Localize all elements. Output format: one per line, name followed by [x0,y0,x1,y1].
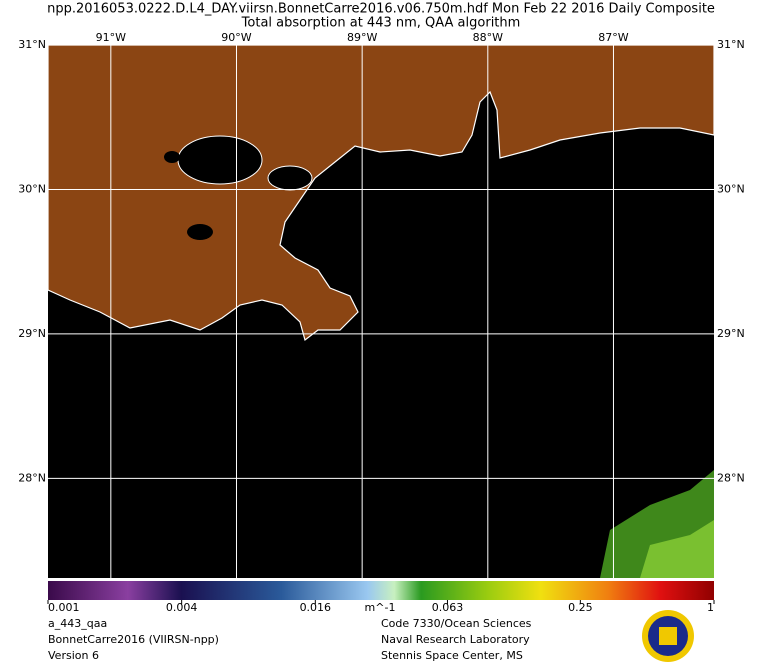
colorbar-tick-label: 1 [707,601,714,614]
header-line1: npp.2016053.0222.D.L4_DAY.viirsn.BonnetC… [47,2,715,17]
logo-shield [659,627,677,645]
graticule [48,44,714,578]
lat-label-left: 29°N [18,327,46,340]
land [47,44,715,342]
colorbar-tick-label: 0.063 [432,601,464,614]
bloom [640,520,714,578]
header-line2: Total absorption at 443 nm, QAA algorith… [241,16,521,31]
lat-label-right: 28°N [717,471,745,484]
lake [164,151,180,163]
lake [267,165,313,191]
lat-label-right: 29°N [717,327,745,340]
logo [642,610,694,662]
lat-label-right: 31°N [717,38,745,51]
footer-center: Stennis Space Center, MS [381,649,523,662]
colorbar-tick-label: 0.016 [300,601,332,614]
lon-label: 88°W [473,31,503,44]
lat-label-left: 31°N [18,38,46,51]
footer-left: BonnetCarre2016 (VIIRSN-npp) [48,633,219,646]
lake [177,135,263,185]
colorbar-unit: m^-1 [365,601,396,614]
colorbar-tick-label: 0.25 [568,601,593,614]
lat-label-left: 30°N [18,182,46,195]
lon-label: 90°W [221,31,251,44]
colorbar-tick-label: 0.004 [166,601,198,614]
colorbar-tick-label: 0.001 [48,601,80,614]
lon-label: 91°W [96,31,126,44]
footer-center: Naval Research Laboratory [381,633,530,646]
lake [187,224,213,240]
lat-label-left: 28°N [18,471,46,484]
footer-left: Version 6 [48,649,99,662]
lon-label: 89°W [347,31,377,44]
lat-label-right: 30°N [717,182,745,195]
footer-left: a_443_qaa [48,617,107,630]
lon-label: 87°W [598,31,628,44]
map [47,44,715,578]
colorbar [48,581,714,600]
footer-center: Code 7330/Ocean Sciences [381,617,532,630]
